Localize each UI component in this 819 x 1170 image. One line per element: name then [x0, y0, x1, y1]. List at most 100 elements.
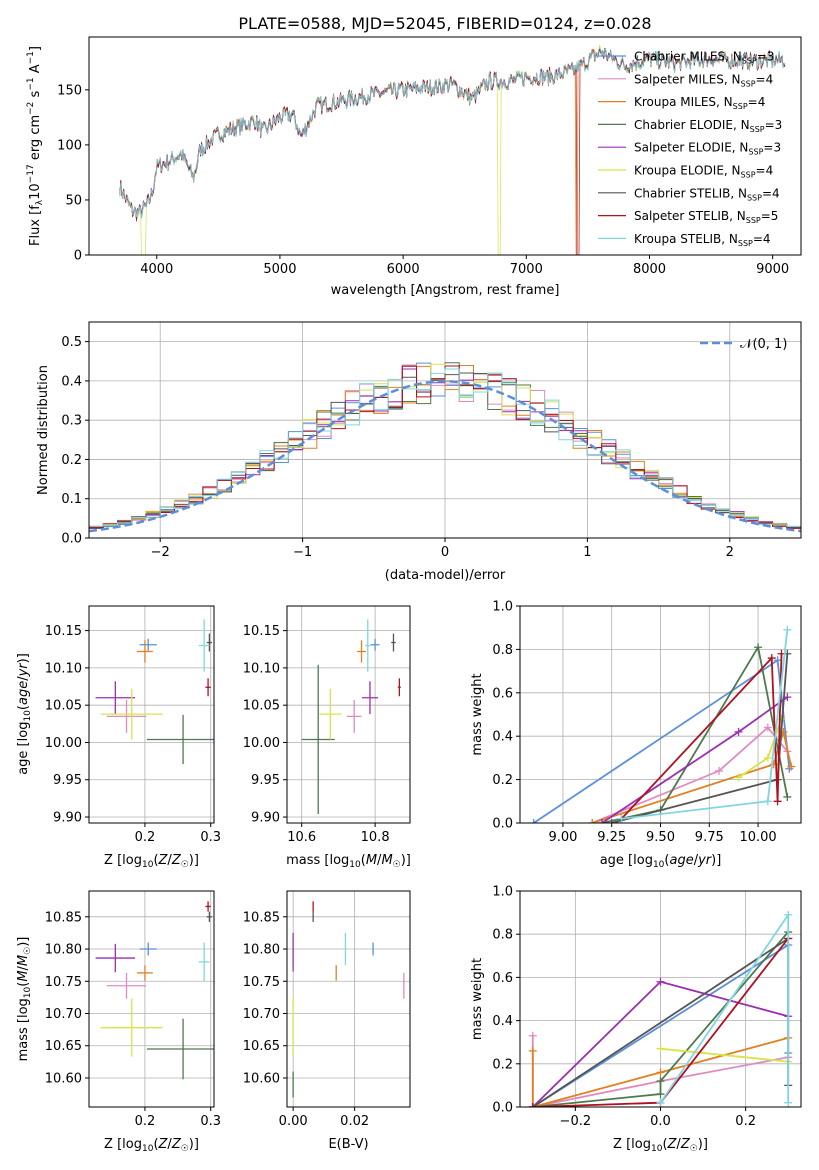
x-tick-label: 9000 — [756, 262, 789, 277]
plot-area — [528, 910, 793, 1107]
weight-marker — [656, 977, 665, 986]
y-tick-label: 10.75 — [45, 975, 82, 990]
plot-area — [119, 44, 786, 255]
y-tick-label: 0.8 — [492, 643, 513, 658]
y-axis-label: mass weight — [470, 673, 485, 755]
errorbar-chabrier-stelib — [391, 633, 396, 652]
axes-frame — [88, 605, 215, 824]
y-tick-label: 0.2 — [492, 773, 513, 788]
errorbar-salpeter-miles — [346, 699, 362, 733]
weight-marker — [783, 625, 792, 634]
errorbar-kroupa-elodie — [100, 688, 163, 740]
weight-line-kroupa-stelib — [621, 629, 789, 820]
errorbar-kroupa-stelib — [365, 619, 371, 672]
errorbar-salpeter-elodie — [361, 681, 379, 715]
panel-age-vs-mass: 10.6 10.8 9.90 9.95 10.00 10.05 10.10 10.15 mass… — [243, 605, 411, 870]
x-tick-label: 0.02 — [340, 1114, 369, 1129]
x-tick-label: −1 — [293, 545, 312, 560]
x-tick-label: 9.25 — [597, 830, 626, 845]
panel-mass-vs-z: 0.2 0.3 10.60 10.65 10.70 10.75 10.80 10.85 Z [l… — [16, 890, 221, 1154]
y-tick-label: 10.75 — [243, 975, 280, 990]
weight-marker — [773, 797, 782, 806]
y-tick-label: 0.6 — [492, 686, 513, 701]
weight-marker — [528, 1046, 537, 1055]
y-axis-label: Normed distribution — [36, 365, 51, 495]
weight-marker — [754, 643, 763, 652]
weight-marker — [529, 819, 538, 823]
x-tick-label: 10.00 — [739, 830, 776, 845]
y-tick-label: 50 — [65, 193, 82, 208]
y-axis-label: Flux [fλ10−17 erg cm−2 s−1 A−1] — [26, 46, 45, 246]
weight-marker — [528, 1031, 537, 1040]
x-tick-label: 1 — [583, 545, 591, 560]
y-axis-label: mass weight — [470, 958, 485, 1040]
errorbar-chabrier-elodie — [146, 714, 214, 765]
y-tick-label: 10.65 — [45, 1039, 82, 1054]
errorbar-kroupa-elodie — [100, 998, 163, 1057]
figure-title: PLATE=0588, MJD=52045, FIBERID=0124, z=0… — [238, 14, 651, 33]
x-tick-label: 0.0 — [650, 1114, 671, 1129]
errorbar-chabrier-miles — [139, 638, 157, 651]
x-tick-label: 2 — [726, 545, 734, 560]
errorbar-salpeter-stelib — [205, 678, 211, 697]
errorbar-salpeter-stelib — [397, 678, 401, 697]
y-tick-label: 150 — [57, 83, 82, 98]
legend: Chabrier MILES, NSSP=3 Salpeter MILES, NS… — [598, 50, 782, 248]
x-tick-label: 9.00 — [548, 830, 577, 845]
weight-marker — [734, 773, 743, 782]
y-tick-label: 0.5 — [61, 335, 82, 350]
panel-mass-vs-ebv: 0.00 0.02 10.60 10.65 10.70 10.75 10.80 10.85 E(… — [243, 890, 411, 1152]
weight-marker — [763, 797, 772, 806]
x-tick-label: 9.75 — [695, 830, 724, 845]
y-tick-label: 0.6 — [492, 971, 513, 986]
axes-frame — [88, 36, 802, 256]
errorbar-kroupa-stelib — [198, 619, 210, 672]
errorbar-kroupa-miles — [357, 640, 366, 663]
weight-marker — [656, 1068, 665, 1077]
y-tick-label: 10.85 — [45, 910, 82, 925]
y-tick-label: 1.0 — [492, 885, 513, 900]
weight-marker — [784, 1098, 793, 1107]
y-tick-label: 0.0 — [492, 817, 513, 832]
legend-label-kroupa-stelib: Kroupa STELIB, NSSP=4 — [634, 232, 771, 248]
x-tick-label: 10.6 — [287, 830, 316, 845]
panel-mass-weight-vs-z: −0.2 0.0 0.2 0.0 0.2 0.4 0.6 0.8 1.0 Z [log10(Z/Z… — [470, 885, 802, 1154]
weight-marker — [656, 1090, 665, 1099]
histogram-kroupa-miles — [89, 364, 801, 529]
y-tick-label: 0.8 — [492, 928, 513, 943]
axes-frame — [286, 890, 411, 1108]
x-tick-label: 0.00 — [279, 1114, 308, 1129]
x-tick-label: 0 — [441, 545, 449, 560]
errorbar-kroupa-elodie — [319, 688, 342, 740]
x-axis-label: mass [log10(M/M☉)] — [286, 853, 411, 870]
weight-marker — [767, 654, 776, 663]
legend-label-chabrier-stelib: Chabrier STELIB, NSSP=4 — [634, 186, 780, 202]
x-axis-label: Z [log10(Z/Z☉)] — [613, 1137, 708, 1154]
weight-marker — [763, 753, 772, 762]
x-tick-label: 0.2 — [135, 1114, 156, 1129]
y-tick-label: 0.4 — [61, 374, 82, 389]
y-tick-label: 0.3 — [61, 414, 82, 429]
errorbar-kroupa-miles — [137, 965, 153, 981]
x-tick-label: 0.2 — [135, 830, 156, 845]
y-axis-label: mass [log10(M/M☉)] — [16, 937, 33, 1062]
y-tick-label: 10.70 — [45, 1007, 82, 1022]
weight-marker — [607, 819, 616, 823]
y-tick-label: 10.60 — [243, 1071, 280, 1086]
y-tick-label: 10.00 — [45, 736, 82, 751]
x-tick-label: 0.3 — [200, 830, 221, 845]
y-tick-label: 10.00 — [243, 736, 280, 751]
y-tick-label: 9.90 — [53, 811, 82, 826]
y-tick-label: 10.85 — [243, 910, 280, 925]
plot-area — [529, 625, 796, 823]
x-axis-label: age [log10(age/yr)] — [600, 853, 722, 870]
weight-marker — [597, 819, 606, 823]
x-tick-label: 8000 — [633, 262, 666, 277]
panel-age-vs-z: 0.2 0.3 9.90 9.95 10.00 10.05 10.10 10.15 Z [log… — [16, 605, 221, 870]
normal-curve — [89, 380, 801, 533]
weight-marker — [734, 727, 743, 736]
weight-marker — [528, 1103, 537, 1107]
x-axis-label: (data-model)/error — [385, 568, 506, 583]
y-tick-label: 10.15 — [243, 624, 280, 639]
panel-mass-weight-vs-age: 9.00 9.25 9.50 9.75 10.00 0.0 0.2 0.4 0.6 0.8 1.0 a… — [470, 600, 802, 870]
